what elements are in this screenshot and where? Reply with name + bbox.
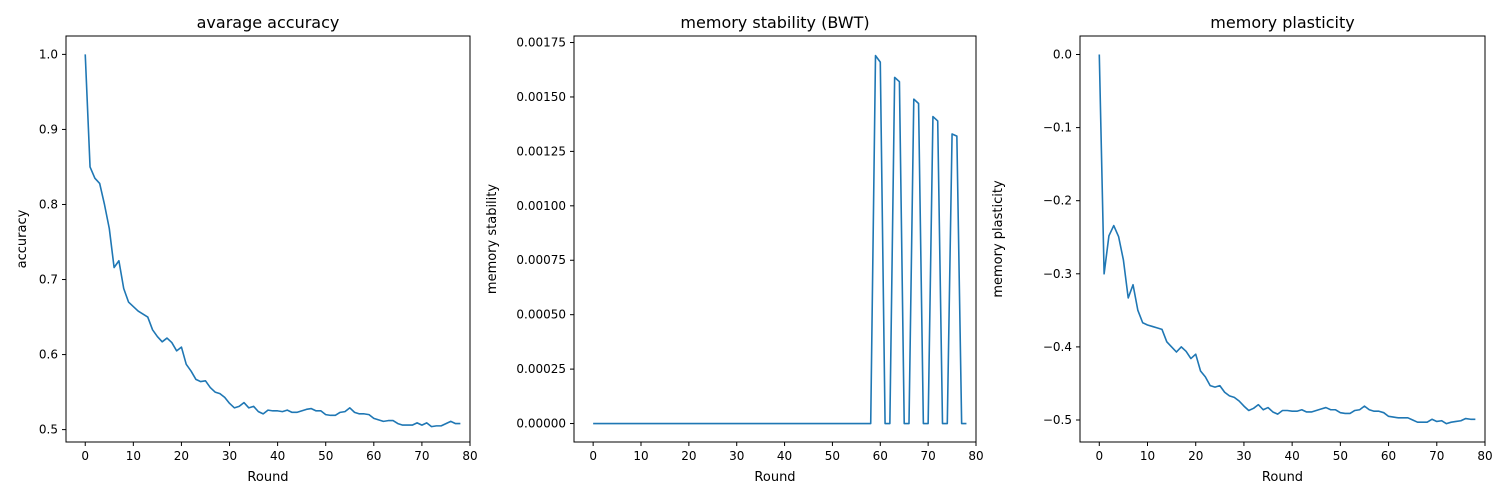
memory-stability-y-tick-label: 0.00175	[516, 36, 566, 50]
memory-stability-x-axis-label: Round	[754, 470, 795, 485]
accuracy-x-tick-label: 10	[126, 449, 141, 463]
memory-plasticity-y-tick-label: −0.4	[1043, 340, 1072, 354]
memory-plasticity-x-tick-label: 40	[1285, 449, 1300, 463]
memory-stability-y-tick-label: 0.00050	[516, 308, 566, 322]
accuracy-y-tick-label: 0.9	[39, 122, 58, 136]
memory-stability-x-tick-label: 50	[825, 449, 840, 463]
memory-stability-y-axis-label: memory stability	[485, 184, 500, 294]
memory-plasticity-y-axis-label: memory plasticity	[991, 180, 1006, 298]
memory-stability-x-tick-label: 20	[681, 449, 696, 463]
memory-stability-x-tick-label: 30	[729, 449, 744, 463]
accuracy-ticks: 0 10 20 30 40 50 60 70 80 0.5 0.6 0.7 0.8 0.9 1.0	[39, 47, 478, 463]
accuracy-x-tick-label: 80	[462, 449, 477, 463]
memory-stability-series-line	[593, 54, 967, 425]
memory-plasticity-x-tick-label: 30	[1236, 449, 1251, 463]
memory-stability-x-tick-label: 40	[777, 449, 792, 463]
accuracy-x-axis-label: Round	[247, 470, 288, 485]
memory-plasticity-chart-title: memory plasticity	[1210, 13, 1354, 32]
memory-plasticity-ticks: 0 10 20 30 40 50 60 70 80 0.0 −0.1 −0.2 −0.3 −0.4 −0.5	[1043, 47, 1493, 463]
memory-plasticity-x-tick-label: 0	[1095, 449, 1103, 463]
memory-plasticity-x-axis-label: Round	[1262, 470, 1303, 485]
memory-plasticity-x-tick-label: 50	[1333, 449, 1348, 463]
memory-plasticity-series	[1098, 54, 1476, 425]
memory-stability-y-tick-label: 0.00125	[516, 144, 566, 158]
accuracy-x-tick-label: 0	[81, 449, 89, 463]
memory-plasticity-y-tick-label: −0.1	[1043, 121, 1072, 135]
memory-plasticity-x-tick-label: 10	[1140, 449, 1155, 463]
memory-stability-x-tick-label: 0	[589, 449, 597, 463]
memory-stability-y-tick-label: 0.00100	[516, 199, 566, 213]
accuracy-y-tick-label: 0.5	[39, 423, 58, 437]
memory-stability-y-tick-label: 0.00150	[516, 90, 566, 104]
memory-stability-y-tick-label: 0.00000	[516, 417, 566, 431]
memory-plasticity-y-tick-label: 0.0	[1053, 47, 1072, 61]
memory-plasticity-x-tick-label: 80	[1477, 449, 1492, 463]
memory-stability-x-tick-label: 60	[873, 449, 888, 463]
memory-plasticity-chart: 0 10 20 30 40 50 60 70 80 0.0 −0.1 −0.2 −0.3 −0.4 −0.5…	[991, 13, 1493, 485]
memory-plasticity-x-tick-label: 70	[1429, 449, 1444, 463]
accuracy-y-tick-label: 0.8	[39, 197, 58, 211]
memory-stability-axes-frame	[573, 35, 977, 443]
memory-stability-chart-title: memory stability (BWT)	[680, 13, 869, 32]
memory-plasticity-y-tick-label: −0.5	[1043, 413, 1072, 427]
memory-stability-x-tick-label: 10	[633, 449, 648, 463]
memory-stability-chart: 0 10 20 30 40 50 60 70 80 0.00000 0.00025 0.00050 0.…	[485, 13, 984, 485]
accuracy-x-tick-label: 40	[270, 449, 285, 463]
accuracy-x-tick-label: 50	[318, 449, 333, 463]
accuracy-series-line	[84, 54, 461, 428]
memory-stability-series	[593, 54, 967, 425]
accuracy-x-tick-label: 60	[366, 449, 381, 463]
accuracy-x-tick-label: 30	[222, 449, 237, 463]
accuracy-series	[84, 54, 461, 428]
accuracy-x-tick-label: 70	[414, 449, 429, 463]
memory-plasticity-axes-frame	[1079, 35, 1486, 443]
memory-plasticity-series-line	[1098, 54, 1476, 425]
memory-stability-y-tick-label: 0.00025	[516, 362, 566, 376]
accuracy-chart-title: avarage accuracy	[197, 13, 340, 32]
accuracy-y-tick-label: 0.7	[39, 273, 58, 287]
memory-plasticity-y-tick-label: −0.3	[1043, 267, 1072, 281]
memory-plasticity-x-tick-label: 20	[1188, 449, 1203, 463]
accuracy-chart: 0 10 20 30 40 50 60 70 80 0.5 0.6 0.7 0.8 0.9 1.0 avar…	[15, 13, 478, 485]
accuracy-y-axis-label: accuracy	[15, 209, 30, 268]
memory-stability-ticks: 0 10 20 30 40 50 60 70 80 0.00000 0.00025 0.00050 0.…	[516, 36, 983, 463]
accuracy-x-tick-label: 20	[174, 449, 189, 463]
memory-stability-x-tick-label: 80	[968, 449, 983, 463]
memory-stability-x-tick-label: 70	[921, 449, 936, 463]
accuracy-axes-frame	[65, 35, 471, 443]
accuracy-y-tick-label: 0.6	[39, 348, 58, 362]
accuracy-y-tick-label: 1.0	[39, 47, 58, 61]
memory-stability-y-tick-label: 0.00075	[516, 253, 566, 267]
memory-plasticity-x-tick-label: 60	[1381, 449, 1396, 463]
memory-plasticity-y-tick-label: −0.2	[1043, 194, 1072, 208]
